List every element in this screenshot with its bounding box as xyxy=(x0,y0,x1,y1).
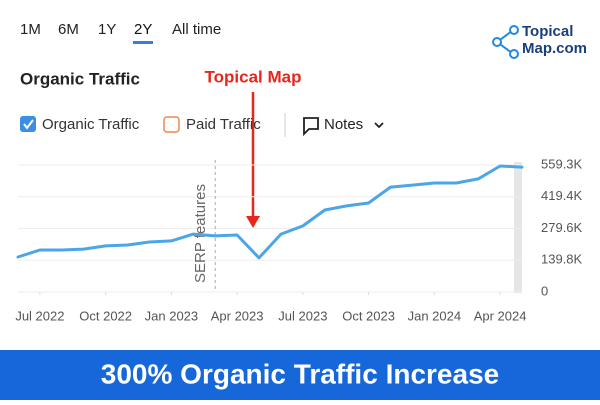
logo-text: Map.com xyxy=(522,40,587,57)
range-handle[interactable] xyxy=(514,162,522,293)
range-tab[interactable]: 1Y xyxy=(98,21,116,38)
legend-label[interactable]: Paid Traffic xyxy=(186,116,261,133)
traffic-line xyxy=(16,164,524,260)
callout: Topical Map xyxy=(205,67,302,86)
check-icon xyxy=(23,119,34,130)
logo xyxy=(492,25,519,59)
x-tick-label: Apr 2024 xyxy=(474,308,527,323)
x-tick-label: Oct 2022 xyxy=(79,308,132,323)
legend-checkbox[interactable] xyxy=(163,116,180,133)
heading: Organic Traffic xyxy=(20,69,140,88)
active-underline xyxy=(133,41,153,44)
x-tick-label: Oct 2023 xyxy=(342,308,395,323)
y-tick-label: 279.6K xyxy=(541,220,583,235)
banner xyxy=(0,350,600,400)
y-tick-label: 139.8K xyxy=(541,252,583,267)
x-tick-label: Jul 2022 xyxy=(15,308,64,323)
notes-button[interactable]: Notes xyxy=(324,116,363,133)
y-tick-label: 419.4K xyxy=(541,188,583,203)
range-tab[interactable]: 1M xyxy=(20,21,41,38)
x-tick-label: Jul 2023 xyxy=(278,308,327,323)
logo-text: Topical xyxy=(522,23,573,40)
range-tab[interactable]: All time xyxy=(172,21,221,38)
callout-arrowhead xyxy=(246,216,260,228)
x-tick-label: Jan 2023 xyxy=(145,308,199,323)
y-tick-label: 0 xyxy=(541,283,548,298)
range-tabs: 1M 6M 1Y 2Y All time xyxy=(20,21,221,44)
x-tick-label: Apr 2023 xyxy=(211,308,264,323)
chart: 0 139.8K 279.6K 419.4K 559.3K Jul 2022 Oct 202… xyxy=(15,156,582,323)
legend-label[interactable]: Organic Traffic xyxy=(42,116,140,133)
chevron xyxy=(374,122,384,129)
legend-checkbox[interactable] xyxy=(20,116,36,132)
y-tick-label: 559.3K xyxy=(541,156,583,171)
banner-text: 300% Organic Traffic Increase xyxy=(101,358,499,389)
notes-icon xyxy=(303,117,319,137)
range-tab[interactable]: 6M xyxy=(58,21,79,38)
range-tab[interactable]: 2Y xyxy=(134,21,152,38)
x-tick-label: Jan 2024 xyxy=(408,308,462,323)
